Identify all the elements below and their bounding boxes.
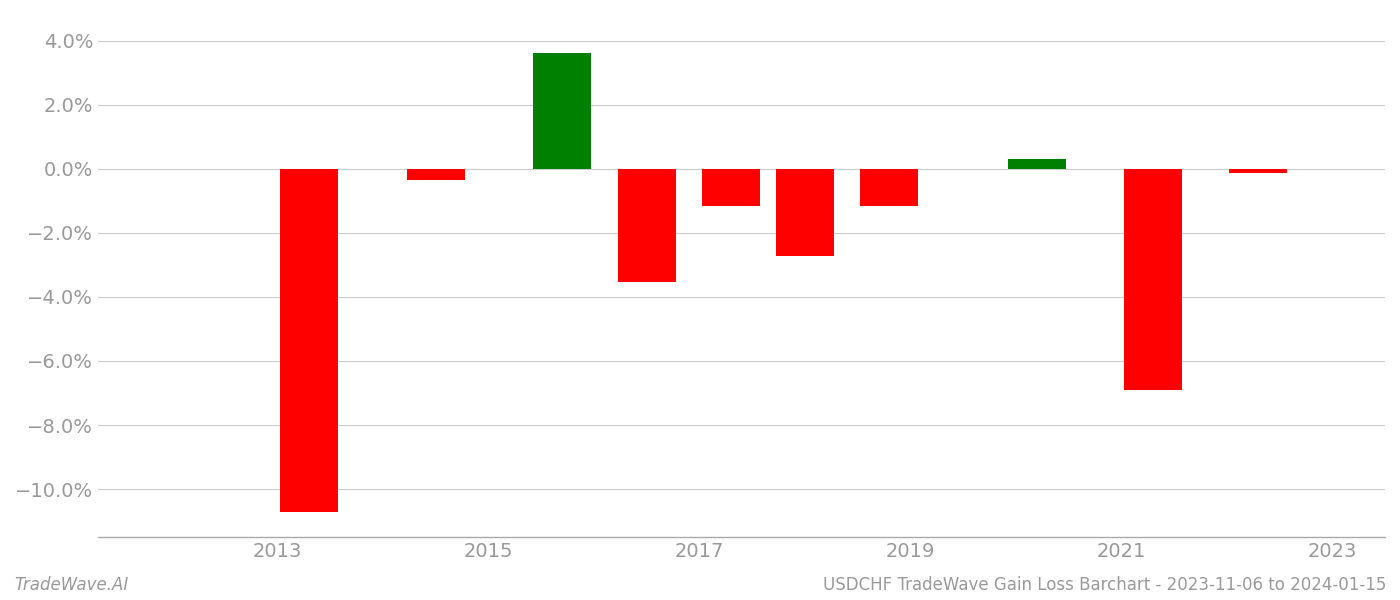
Bar xyxy=(617,169,676,281)
Text: TradeWave.AI: TradeWave.AI xyxy=(14,576,129,594)
Bar xyxy=(1008,158,1065,169)
Bar xyxy=(1124,169,1182,390)
Bar xyxy=(1229,169,1288,173)
Text: USDCHF TradeWave Gain Loss Barchart - 2023-11-06 to 2024-01-15: USDCHF TradeWave Gain Loss Barchart - 20… xyxy=(823,576,1386,594)
Bar xyxy=(701,169,760,206)
Bar xyxy=(533,53,591,169)
Bar xyxy=(860,169,918,206)
Bar xyxy=(406,169,465,180)
Bar xyxy=(776,169,834,256)
Bar xyxy=(280,169,337,512)
